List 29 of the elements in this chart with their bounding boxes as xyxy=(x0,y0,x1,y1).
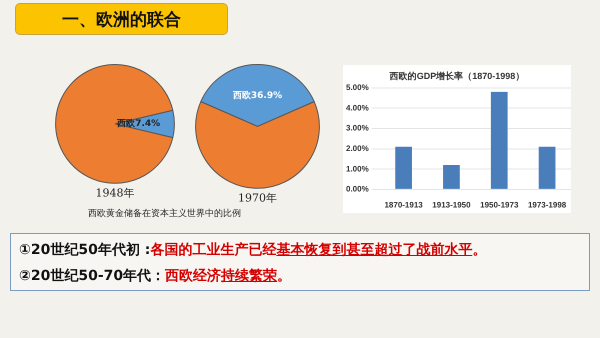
slice-label: 西欧36.9% xyxy=(232,90,282,101)
text: ②20世纪50-70年代： xyxy=(19,268,166,284)
y-tick-label: 0.00% xyxy=(346,184,369,194)
x-tick-label: 1870-1913 xyxy=(384,200,424,210)
text: 。 xyxy=(277,268,292,284)
y-tick-label: 5.00% xyxy=(346,83,369,92)
text: 1970年 xyxy=(238,191,277,204)
text: 基本恢复到甚至超过了战前水平 xyxy=(276,242,472,258)
chart-title: 西欧的GDP增长率（1870-1998） xyxy=(388,70,524,81)
y-tick-label: 3.00% xyxy=(346,124,369,133)
y-tick-label: 2.00% xyxy=(346,144,369,153)
x-tick-label: 1913-1950 xyxy=(432,200,472,210)
text: 。 xyxy=(472,242,486,258)
text: 西欧黄金储备在资本主义世界中的比例 xyxy=(88,208,241,220)
y-tick-label: 4.00% xyxy=(346,103,369,112)
text: 一、欧洲的联合 xyxy=(15,3,228,35)
text: 1948年 xyxy=(96,186,134,200)
x-tick-label: 1950-1973 xyxy=(480,200,519,210)
text: ①20世纪50年代初 : xyxy=(19,242,150,258)
text: 各国的工业生产已经 xyxy=(150,242,276,258)
bar xyxy=(490,92,508,189)
slice-label: 西欧7.4% xyxy=(116,118,160,130)
bar xyxy=(395,146,412,189)
x-tick-label: 1973-1998 xyxy=(528,200,567,210)
bar xyxy=(443,165,460,189)
text: 持续繁荣 xyxy=(221,268,278,284)
text: 西欧经济 xyxy=(165,268,222,284)
y-tick-label: 1.00% xyxy=(346,164,369,174)
bar xyxy=(538,146,556,189)
